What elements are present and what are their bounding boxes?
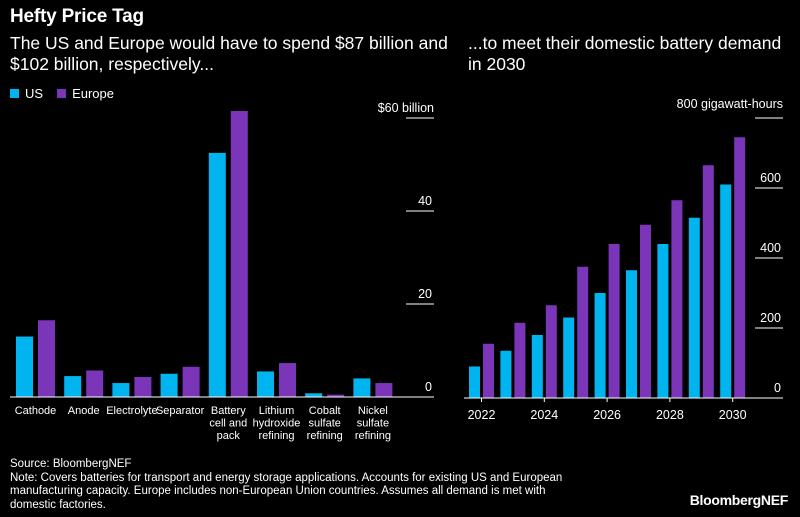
legend-item-europe: Europe <box>57 86 114 101</box>
left-bar-us <box>64 376 82 397</box>
right-bar-europe <box>514 322 526 398</box>
left-x-tick-label: refining <box>258 430 294 442</box>
left-y-tick-label: 40 <box>418 194 432 208</box>
right-bar-europe <box>483 343 494 398</box>
left-x-tick-label: pack <box>217 430 241 442</box>
left-bar-us <box>208 152 226 397</box>
right-bar-europe <box>671 200 683 398</box>
legend-item-us: US <box>10 86 43 101</box>
legend-swatch-us <box>10 89 19 98</box>
left-x-tick-label: Anode <box>68 405 100 417</box>
right-y-tick-label: 400 <box>760 241 781 255</box>
right-bar-us <box>657 244 669 398</box>
left-x-tick-label: sulfate <box>308 418 340 430</box>
right-x-tick-label: 2024 <box>530 408 558 422</box>
left-x-tick-label: Nickel <box>358 405 388 417</box>
right-subtitle: ...to meet their domestic battery demand… <box>468 33 782 74</box>
right-bar-us <box>469 366 480 398</box>
right-bar-us <box>720 184 732 398</box>
left-bar-europe <box>134 377 152 397</box>
right-bar-us <box>563 317 575 398</box>
right-bar-europe <box>577 266 589 398</box>
right-bar-europe <box>702 165 714 398</box>
right-y-tick-label: 200 <box>760 311 781 325</box>
right-bar-us <box>531 335 543 398</box>
left-y-tick-label: 0 <box>425 380 432 394</box>
left-bar-europe <box>38 320 55 397</box>
left-x-tick-label: Electrolyte <box>106 405 157 417</box>
right-bar-europe <box>545 305 557 398</box>
left-y-tick-label: 20 <box>418 287 432 301</box>
left-x-tick-label: Cobalt <box>309 405 341 417</box>
left-bar-europe <box>327 394 345 397</box>
chart-title: Hefty Price Tag <box>10 6 144 27</box>
right-bar-us <box>594 293 606 398</box>
note-text: Note: Covers batteries for transport and… <box>10 471 563 511</box>
left-x-tick-label: refining <box>355 430 391 442</box>
left-bar-europe <box>86 370 104 397</box>
left-bar-us <box>353 378 371 397</box>
right-y-tick-label: 600 <box>760 171 781 185</box>
right-x-tick-label: 2030 <box>719 408 747 422</box>
right-bar-europe <box>640 224 651 398</box>
left-x-tick-label: Cathode <box>15 405 57 417</box>
legend-swatch-europe <box>57 89 67 98</box>
left-bar-europe <box>375 383 393 397</box>
footer: Source: BloombergNEF Note: Covers batter… <box>10 458 590 512</box>
left-x-tick-label: cell and <box>209 418 247 430</box>
left-bar-us <box>305 393 323 397</box>
right-y-tick-label: 0 <box>774 381 781 395</box>
left-subtitle: The US and Europe would have to spend $8… <box>10 33 448 74</box>
left-x-tick-label: Separator <box>156 405 205 417</box>
legend: US Europe <box>10 86 128 101</box>
left-bar-us <box>257 371 274 397</box>
right-bar-us <box>626 270 637 398</box>
right-bar-us <box>688 217 700 398</box>
left-bar-us <box>112 383 130 397</box>
left-y-axis-label: $60 billion <box>378 101 434 115</box>
left-x-tick-label: sulfate <box>357 418 389 430</box>
right-y-axis-label: 800 gigawatt-hours <box>677 97 783 111</box>
brand-logo: BloombergNEF <box>689 492 789 508</box>
left-bar-europe <box>230 111 248 398</box>
right-bar-us <box>500 350 512 398</box>
legend-label-europe: Europe <box>72 86 114 101</box>
left-x-tick-label: refining <box>307 430 343 442</box>
legend-label-us: US <box>25 86 44 101</box>
source-text: Source: BloombergNEF <box>10 458 132 470</box>
right-bar-europe <box>734 137 746 398</box>
right-x-tick-label: 2022 <box>468 408 496 422</box>
right-x-tick-label: 2026 <box>593 408 621 422</box>
left-bar-europe <box>279 363 296 397</box>
left-x-tick-label: Lithium <box>259 405 294 417</box>
right-bar-europe <box>608 244 620 398</box>
left-x-tick-label: hydroxide <box>253 418 301 430</box>
left-bar-europe <box>182 366 200 397</box>
left-bar-us <box>160 373 178 397</box>
right-x-tick-label: 2028 <box>656 408 684 422</box>
left-x-tick-label: Battery <box>211 405 246 417</box>
left-bar-us <box>16 336 33 397</box>
